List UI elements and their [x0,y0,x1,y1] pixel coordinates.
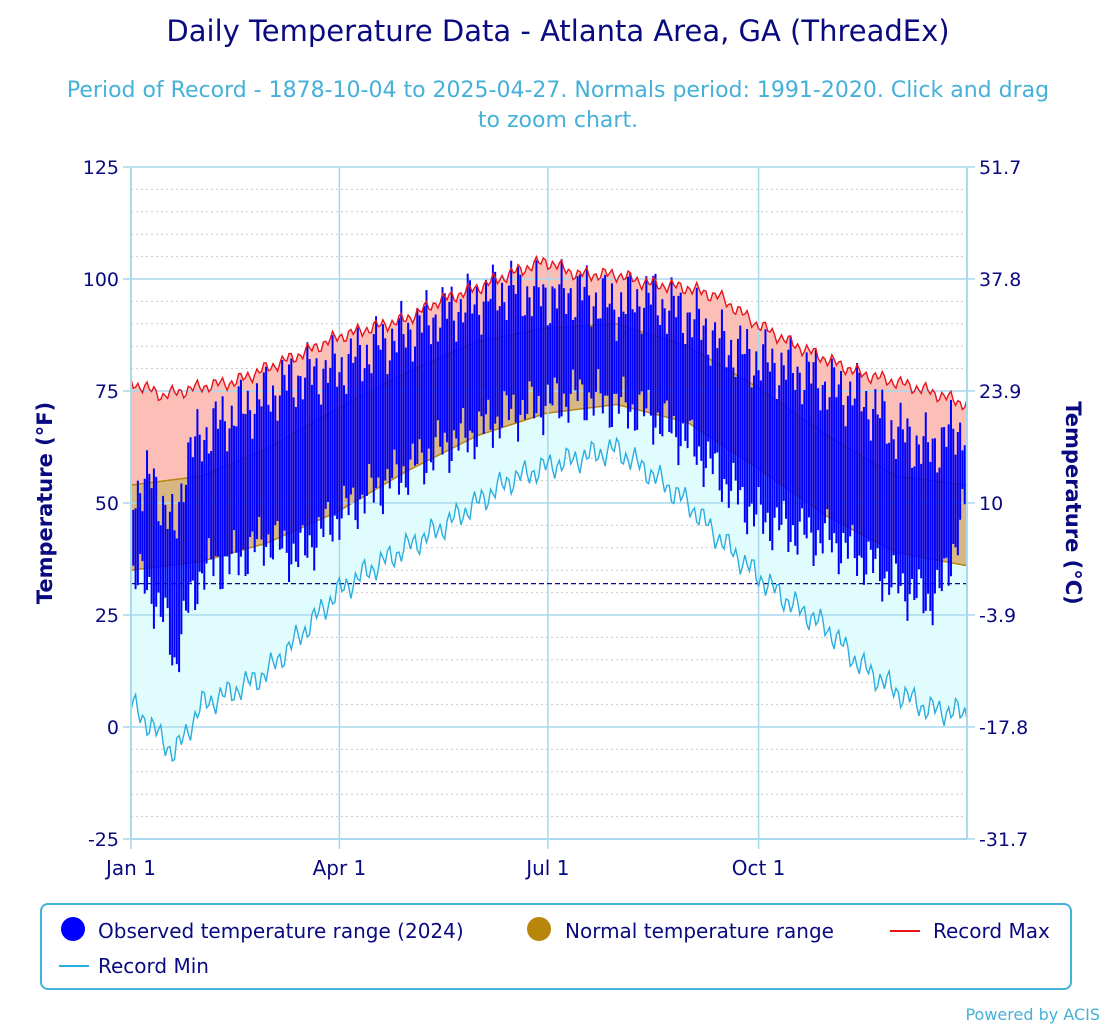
y-tick-label-right: 23.9 [979,381,1021,403]
y-tick-label-right: -3.9 [979,605,1016,627]
record-max-area [131,256,967,486]
y-tick-label-left: 50 [95,493,119,515]
legend-normal-label[interactable]: Normal temperature range [565,919,834,943]
y-axis-label-right: Temperature (°C) [1061,401,1085,604]
legend-normal-marker [527,917,551,941]
x-tick-label: Jul 1 [524,856,569,880]
y-tick-label-right: 37.8 [979,269,1021,291]
y-tick-label-left: 125 [83,157,119,179]
y-tick-label-left: 0 [107,717,119,739]
observed-range-bars [130,259,968,673]
y-tick-label-left: 100 [83,269,119,291]
x-tick-label: Jan 1 [104,856,156,880]
y-tick-label-right: -31.7 [979,829,1028,851]
y-tick-label-left: -25 [88,829,119,851]
y-tick-label-right: 10 [979,493,1003,515]
y-tick-label-left: 25 [95,605,119,627]
temperature-chart[interactable]: -25 -31.7 0 -17.8 25 -3.9 50 10 75 23.9 100 37.8 125… [0,0,1116,900]
chart-subtitle: Period of Record - 1878-10-04 to 2025-04… [66,78,1050,133]
legend-record-min-label[interactable]: Record Min [98,954,209,978]
legend-observed-label[interactable]: Observed temperature range (2024) [98,919,464,943]
legend-record-max-marker [890,930,920,932]
record-min-line [130,436,968,763]
y-axis-label-left: Temperature (°F) [33,402,57,604]
y-tick-label-right: -17.8 [979,717,1028,739]
chart-title: Daily Temperature Data - Atlanta Area, G… [166,14,950,48]
powered-by-credit[interactable]: Powered by ACIS [965,1005,1100,1024]
x-tick-label: Oct 1 [732,856,786,880]
x-tick-label: Apr 1 [313,856,367,880]
record-max-line [130,254,968,411]
legend-observed-marker [61,917,85,941]
y-tick-label-right: 51.7 [979,157,1021,179]
axes: -25 -31.7 0 -17.8 25 -3.9 50 10 75 23.9 100 37.8 125… [83,157,1028,880]
y-tick-label-left: 75 [95,381,119,403]
legend-record-min-marker [59,965,89,967]
chart-legend: Observed temperature range (2024) Normal… [40,903,1072,990]
legend-record-max-label[interactable]: Record Max [933,919,1050,943]
record-lines [130,254,968,763]
record-max-band [131,256,967,486]
